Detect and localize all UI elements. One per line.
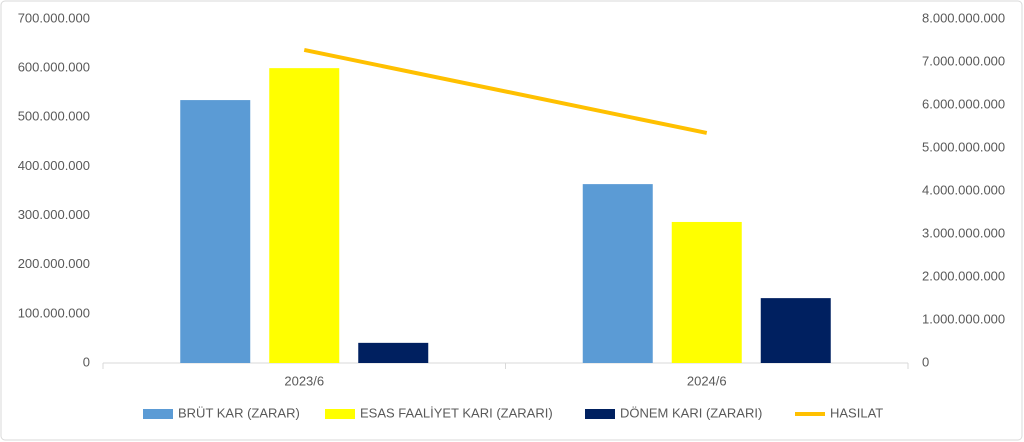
y2-tick-label: 4.000.000.000 [922,182,1005,197]
y2-tick-label: 5.000.000.000 [922,139,1005,154]
bar [582,184,653,363]
legend-label: BRÜT KAR (ZARAR) [178,405,300,420]
y2-tick-label: 1.000.000.000 [922,311,1005,326]
legend-label: ESAS FAALİYET KARI (ZARARI) [360,405,553,420]
y2-tick-label: 8.000.000.000 [922,10,1005,25]
y-tick-label: 300.000.000 [18,207,90,222]
bar [180,100,251,363]
legend-swatch [585,409,615,419]
legend-label: DÖNEM KARI (ZARARI) [620,405,762,420]
y-tick-label: 200.000.000 [18,256,90,271]
bar [269,68,340,364]
legend-swatch [325,409,355,419]
y-tick-label: 500.000.000 [18,109,90,124]
legend-label: HASILAT [830,405,883,420]
y-tick-label: 0 [83,354,90,369]
y2-tick-label: 0 [922,354,929,369]
y2-tick-label: 2.000.000.000 [922,268,1005,283]
x-tick-label: 2023/6 [284,373,324,388]
y-tick-label: 600.000.000 [18,60,90,75]
y-tick-label: 400.000.000 [18,158,90,173]
line [303,48,708,135]
bar [358,342,429,363]
y-tick-label: 100.000.000 [18,305,90,320]
y2-tick-label: 6.000.000.000 [922,96,1005,111]
y-tick-label: 700.000.000 [18,10,90,25]
bar [671,221,742,363]
y2-tick-label: 3.000.000.000 [922,225,1005,240]
legend-swatch [143,409,173,419]
x-tick-label: 2024/6 [687,373,727,388]
y2-tick-label: 7.000.000.000 [922,53,1005,68]
bar [760,298,831,363]
